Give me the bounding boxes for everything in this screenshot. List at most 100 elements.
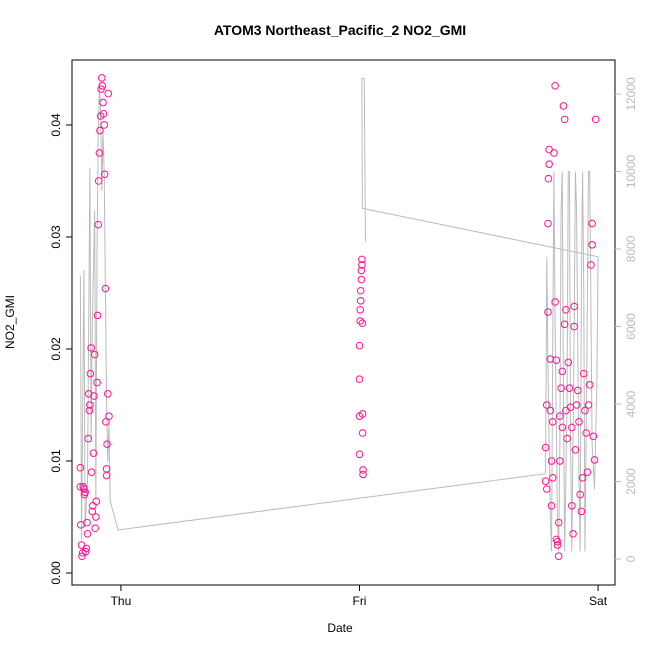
y2-tick-label: 0 <box>624 555 638 562</box>
point <box>563 434 571 443</box>
point <box>570 302 579 311</box>
y-tick-label: 0.01 <box>49 449 63 473</box>
point <box>573 386 582 395</box>
point <box>551 298 559 306</box>
y2-tick-label: 4000 <box>624 390 638 417</box>
point <box>568 502 576 510</box>
chart-title: ATOM3 Northeast_Pacific_2 NO2_GMI <box>214 22 466 38</box>
y2-tick-label: 10000 <box>624 154 638 188</box>
point <box>358 410 367 418</box>
x-tick-label: Fri <box>352 594 366 608</box>
y2-tick-label: 6000 <box>624 313 638 340</box>
point <box>89 449 98 457</box>
point <box>103 389 112 398</box>
point <box>558 367 567 376</box>
point <box>94 177 103 185</box>
plot-box <box>71 59 616 586</box>
point <box>90 392 98 400</box>
point <box>355 450 364 459</box>
point <box>577 507 586 516</box>
point <box>358 261 366 269</box>
point <box>548 474 557 482</box>
point <box>579 369 588 378</box>
point <box>551 81 559 90</box>
point <box>544 219 552 228</box>
y-tick-label: 0.04 <box>49 113 63 137</box>
point <box>105 412 113 420</box>
point <box>588 219 596 228</box>
point <box>357 275 366 284</box>
line <box>79 77 599 552</box>
y-tick-label: 0.02 <box>49 337 63 361</box>
y2-tick-label: 2000 <box>624 468 638 495</box>
point <box>553 537 562 546</box>
x-tick-label: Thu <box>111 594 132 608</box>
point <box>558 423 567 432</box>
point <box>552 356 561 364</box>
point <box>358 319 367 328</box>
point <box>92 497 101 506</box>
point <box>544 174 553 183</box>
point <box>559 102 568 110</box>
point <box>83 530 92 538</box>
point <box>358 255 366 264</box>
y-axis-label: NO2_GMI <box>3 295 17 349</box>
point <box>575 417 583 426</box>
point <box>91 524 99 533</box>
point <box>556 412 564 420</box>
point <box>554 518 563 527</box>
point <box>545 145 553 154</box>
point <box>554 552 563 561</box>
point <box>359 466 367 474</box>
point <box>578 474 587 482</box>
point <box>356 317 365 325</box>
point <box>548 417 557 426</box>
point <box>101 284 110 293</box>
point <box>92 513 100 521</box>
point <box>546 406 555 415</box>
point <box>541 443 550 452</box>
y-tick-label: 0.03 <box>49 225 63 249</box>
point <box>80 485 88 493</box>
point <box>81 547 90 556</box>
point <box>588 241 596 249</box>
point <box>582 429 590 437</box>
point <box>568 423 576 432</box>
point <box>562 305 570 314</box>
point <box>547 457 556 465</box>
point <box>87 468 96 477</box>
point <box>356 297 365 305</box>
point <box>95 149 104 157</box>
point <box>547 502 556 510</box>
point <box>87 344 95 352</box>
point <box>94 220 103 229</box>
point <box>564 358 573 367</box>
point <box>589 432 598 441</box>
x-axis-label: Date <box>327 621 353 635</box>
point <box>560 115 569 124</box>
point <box>571 446 580 454</box>
point <box>88 507 97 516</box>
point <box>102 471 111 480</box>
point <box>565 384 574 392</box>
point <box>82 544 91 553</box>
point <box>104 89 113 98</box>
point <box>356 305 365 314</box>
point <box>102 417 110 426</box>
point <box>550 149 558 157</box>
point <box>86 401 94 409</box>
y-tick-label: 0.00 <box>49 561 63 585</box>
point <box>90 350 99 359</box>
y2-tick-label: 8000 <box>624 235 638 262</box>
point <box>544 308 552 316</box>
point <box>81 488 89 497</box>
point <box>583 468 592 477</box>
point <box>356 286 365 295</box>
point <box>556 457 564 465</box>
point <box>357 266 366 275</box>
y2-tick-label: 12000 <box>624 77 638 111</box>
point <box>545 160 553 168</box>
point <box>553 541 562 549</box>
point <box>93 378 101 387</box>
